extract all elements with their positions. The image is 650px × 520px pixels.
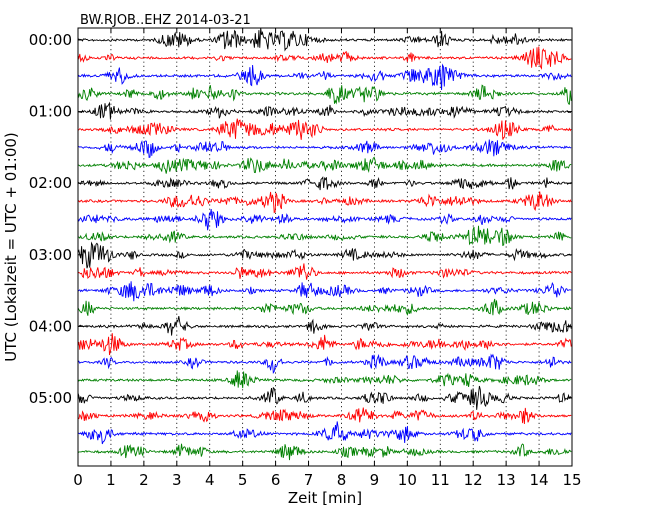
- y-tick-label: 05:00: [29, 389, 72, 407]
- seismogram-trace: [77, 281, 572, 302]
- x-tick-label: 13: [497, 471, 516, 489]
- seismogram-trace: [77, 315, 572, 336]
- seismogram-trace: [77, 225, 572, 247]
- seismogram-trace: [77, 84, 572, 105]
- seismogram-trace: [77, 298, 572, 317]
- x-tick-label: 3: [172, 471, 182, 489]
- seismogram-trace: [77, 443, 572, 461]
- seismogram-trace: [77, 46, 572, 70]
- y-tick-label: 01:00: [29, 103, 72, 121]
- seismogram-trace: [77, 370, 572, 389]
- y-tick-label: 03:00: [29, 246, 72, 264]
- x-tick-label: 4: [205, 471, 215, 489]
- seismogram-trace: [77, 209, 572, 231]
- seismogram-trace: [77, 118, 572, 140]
- seismogram-trace: [77, 101, 572, 120]
- y-axis-label: UTC (Lokalzeit = UTC + 01:00): [2, 132, 20, 362]
- x-tick-label: 11: [431, 471, 450, 489]
- x-tick-label: 9: [370, 471, 380, 489]
- y-axis-ticks: 00:00 01:00 02:00 03:00 04:00 05:00: [29, 31, 572, 407]
- grid-lines: [110, 28, 540, 466]
- x-tick-label: 0: [73, 471, 83, 489]
- trace-group: [77, 27, 572, 461]
- seismogram-trace: [77, 27, 572, 52]
- y-tick-label: 00:00: [29, 31, 72, 49]
- seismogram-trace: [77, 385, 572, 410]
- x-tick-label: 14: [530, 471, 549, 489]
- seismogram-trace: [77, 353, 572, 374]
- x-tick-label: 15: [562, 471, 581, 489]
- seismogram-trace: [77, 421, 572, 445]
- x-tick-label: 6: [271, 471, 281, 489]
- seismogram-trace: [77, 241, 572, 269]
- seismogram-trace: [77, 139, 572, 159]
- x-tick-label: 2: [139, 471, 149, 489]
- seismogram-trace: [77, 407, 572, 424]
- x-tick-label: 10: [398, 471, 417, 489]
- x-tick-label: 7: [304, 471, 314, 489]
- chart-title: BW.RJOB..EHZ 2014-03-21: [80, 13, 251, 28]
- y-tick-label: 04:00: [29, 317, 72, 335]
- x-tick-label: 1: [106, 471, 116, 489]
- x-axis-label: Zeit [min]: [288, 489, 362, 507]
- x-tick-label: 5: [238, 471, 248, 489]
- seismogram-trace: [77, 176, 572, 191]
- x-axis-ticks: 0 1 2 3 4 5 6 7 8 9 10 11 12 13 14 15: [73, 28, 582, 489]
- seismogram-trace: [77, 191, 572, 214]
- plot-frame: [77, 27, 573, 467]
- y-tick-label: 02:00: [29, 174, 72, 192]
- seismogram-trace: [77, 263, 572, 280]
- x-tick-label: 8: [337, 471, 347, 489]
- seismogram-trace: [77, 333, 572, 356]
- seismogram-trace: [77, 156, 572, 174]
- seismogram-trace: [77, 63, 572, 91]
- x-tick-label: 12: [464, 471, 483, 489]
